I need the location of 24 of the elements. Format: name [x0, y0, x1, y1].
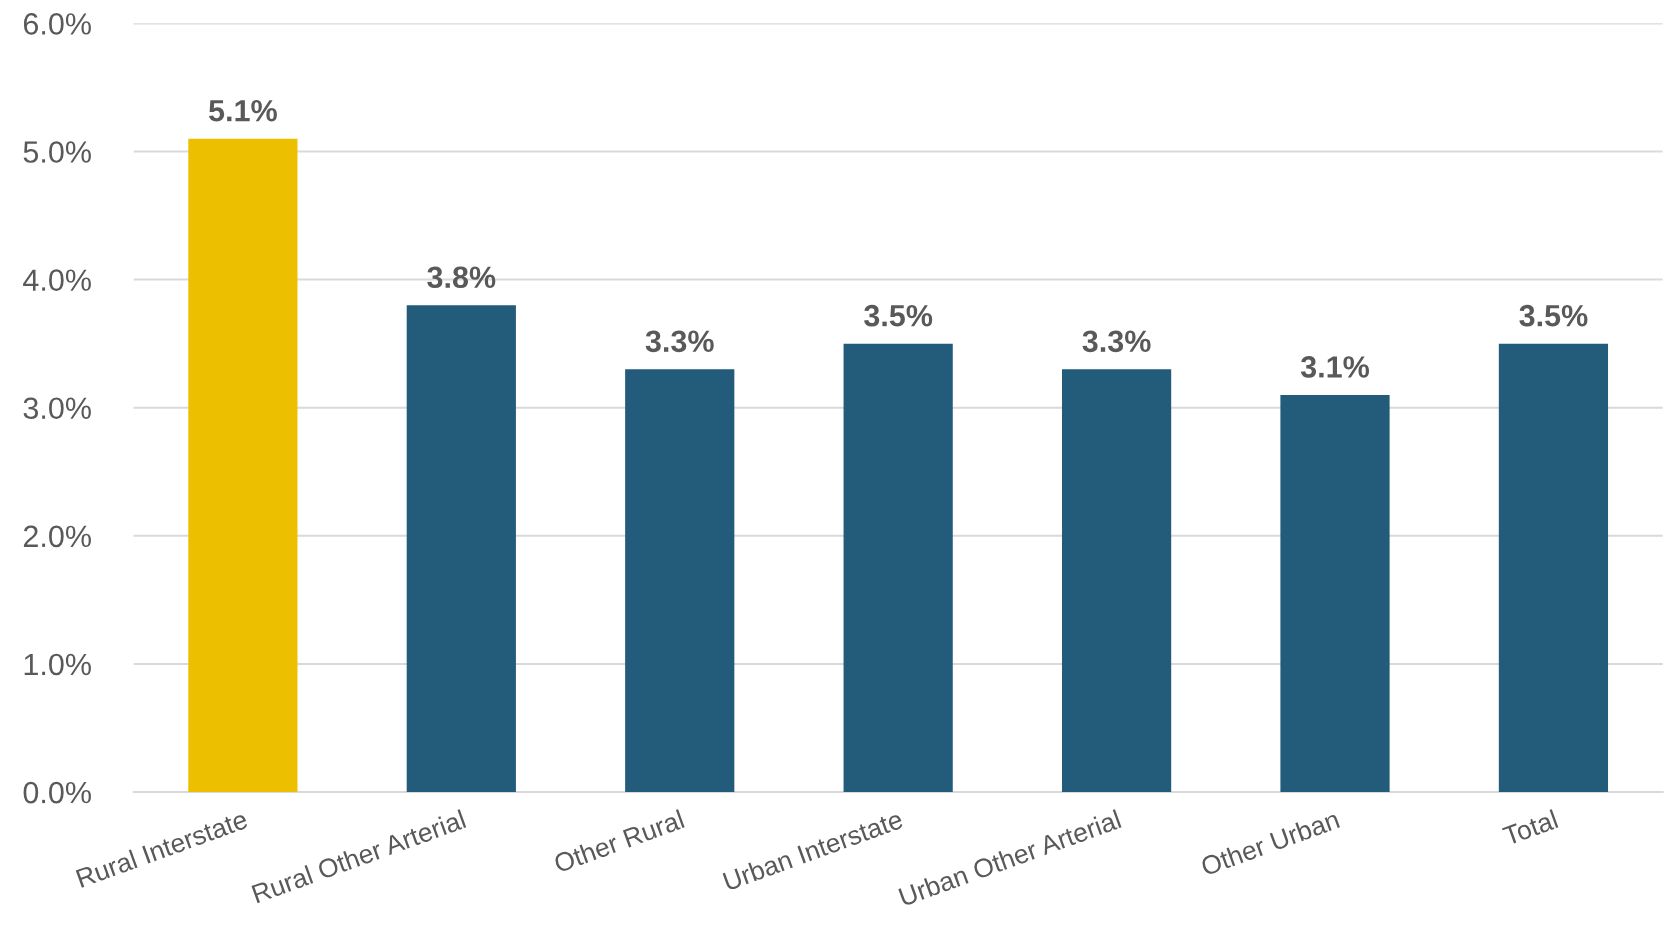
- y-tick-label: 5.0%: [23, 141, 91, 163]
- y-tick-label: 0.0%: [23, 781, 91, 804]
- data-label: 3.5%: [864, 304, 933, 327]
- bar: [1061, 369, 1172, 793]
- data-label: 5.1%: [209, 99, 277, 122]
- data-label: 3.5%: [1519, 304, 1588, 327]
- y-tick-label: 4.0%: [23, 269, 91, 291]
- y-tick-label: 1.0%: [24, 653, 91, 676]
- bar: [1280, 394, 1390, 793]
- data-label: 3.8%: [427, 266, 496, 289]
- y-tick-label: 6.0%: [23, 13, 91, 35]
- bar: [843, 343, 953, 793]
- y-tick-label: 3.0%: [23, 397, 91, 420]
- bar: [1498, 343, 1609, 793]
- bar: [625, 369, 735, 793]
- x-tick-label: Other Urban: [1199, 809, 1341, 877]
- data-label: 3.3%: [645, 330, 714, 353]
- bar: [188, 138, 298, 793]
- bar: [406, 305, 516, 793]
- data-label: 3.3%: [1082, 330, 1151, 353]
- y-tick-label: 2.0%: [23, 525, 91, 548]
- x-tick-label: Total: [1501, 809, 1559, 846]
- data-label: 3.1%: [1300, 356, 1370, 378]
- x-tick-label: Other Rural: [552, 809, 685, 874]
